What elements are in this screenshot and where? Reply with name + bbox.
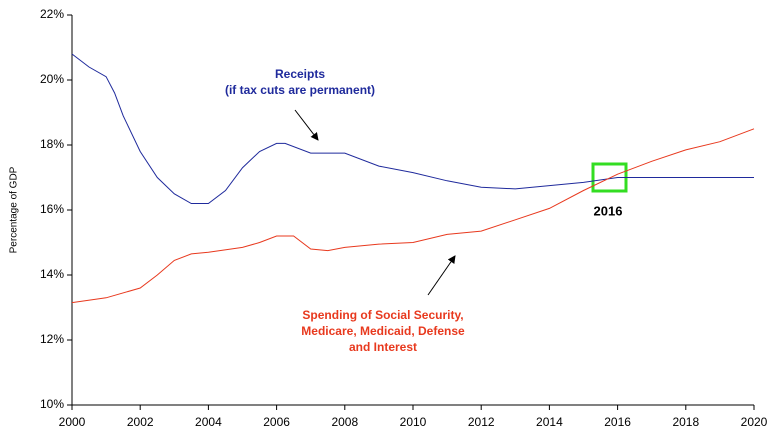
x-tick-label: 2000 <box>59 415 86 429</box>
arrow <box>427 255 456 296</box>
y-tick-label: 18% <box>40 137 64 151</box>
line <box>71 53 754 204</box>
x-tick-label: 2014 <box>536 415 563 429</box>
x-tick-label: 2016 <box>604 415 631 429</box>
x-tick-label: 2008 <box>331 415 358 429</box>
y-axis-label: Percentage of GDP <box>9 166 20 253</box>
y-tick-label: 16% <box>40 202 64 216</box>
annotation: Spending of Social Security, <box>302 308 463 322</box>
x-tick-label: 2002 <box>127 415 154 429</box>
y-tick-label: 22% <box>40 7 64 21</box>
y-tick-label: 12% <box>40 332 64 346</box>
x-tick-label: 2006 <box>263 415 290 429</box>
x-tick-label: 2010 <box>400 415 427 429</box>
y-tick-label: 14% <box>40 267 64 281</box>
y-tick-label: 20% <box>40 72 64 86</box>
annotation: (if tax cuts are permanent) <box>225 83 375 97</box>
arrow <box>294 109 319 141</box>
y-tick-label: 10% <box>40 397 64 411</box>
annotation: Medicare, Medicaid, Defense <box>301 324 465 338</box>
x-tick-label: 2020 <box>741 415 768 429</box>
annotation: Receipts <box>275 67 325 81</box>
x-tick-label: 2018 <box>672 415 699 429</box>
line <box>71 128 755 304</box>
annotation: 2016 <box>594 203 623 218</box>
annotation: and Interest <box>349 340 417 354</box>
x-tick-label: 2012 <box>468 415 495 429</box>
x-tick-label: 2004 <box>195 415 222 429</box>
